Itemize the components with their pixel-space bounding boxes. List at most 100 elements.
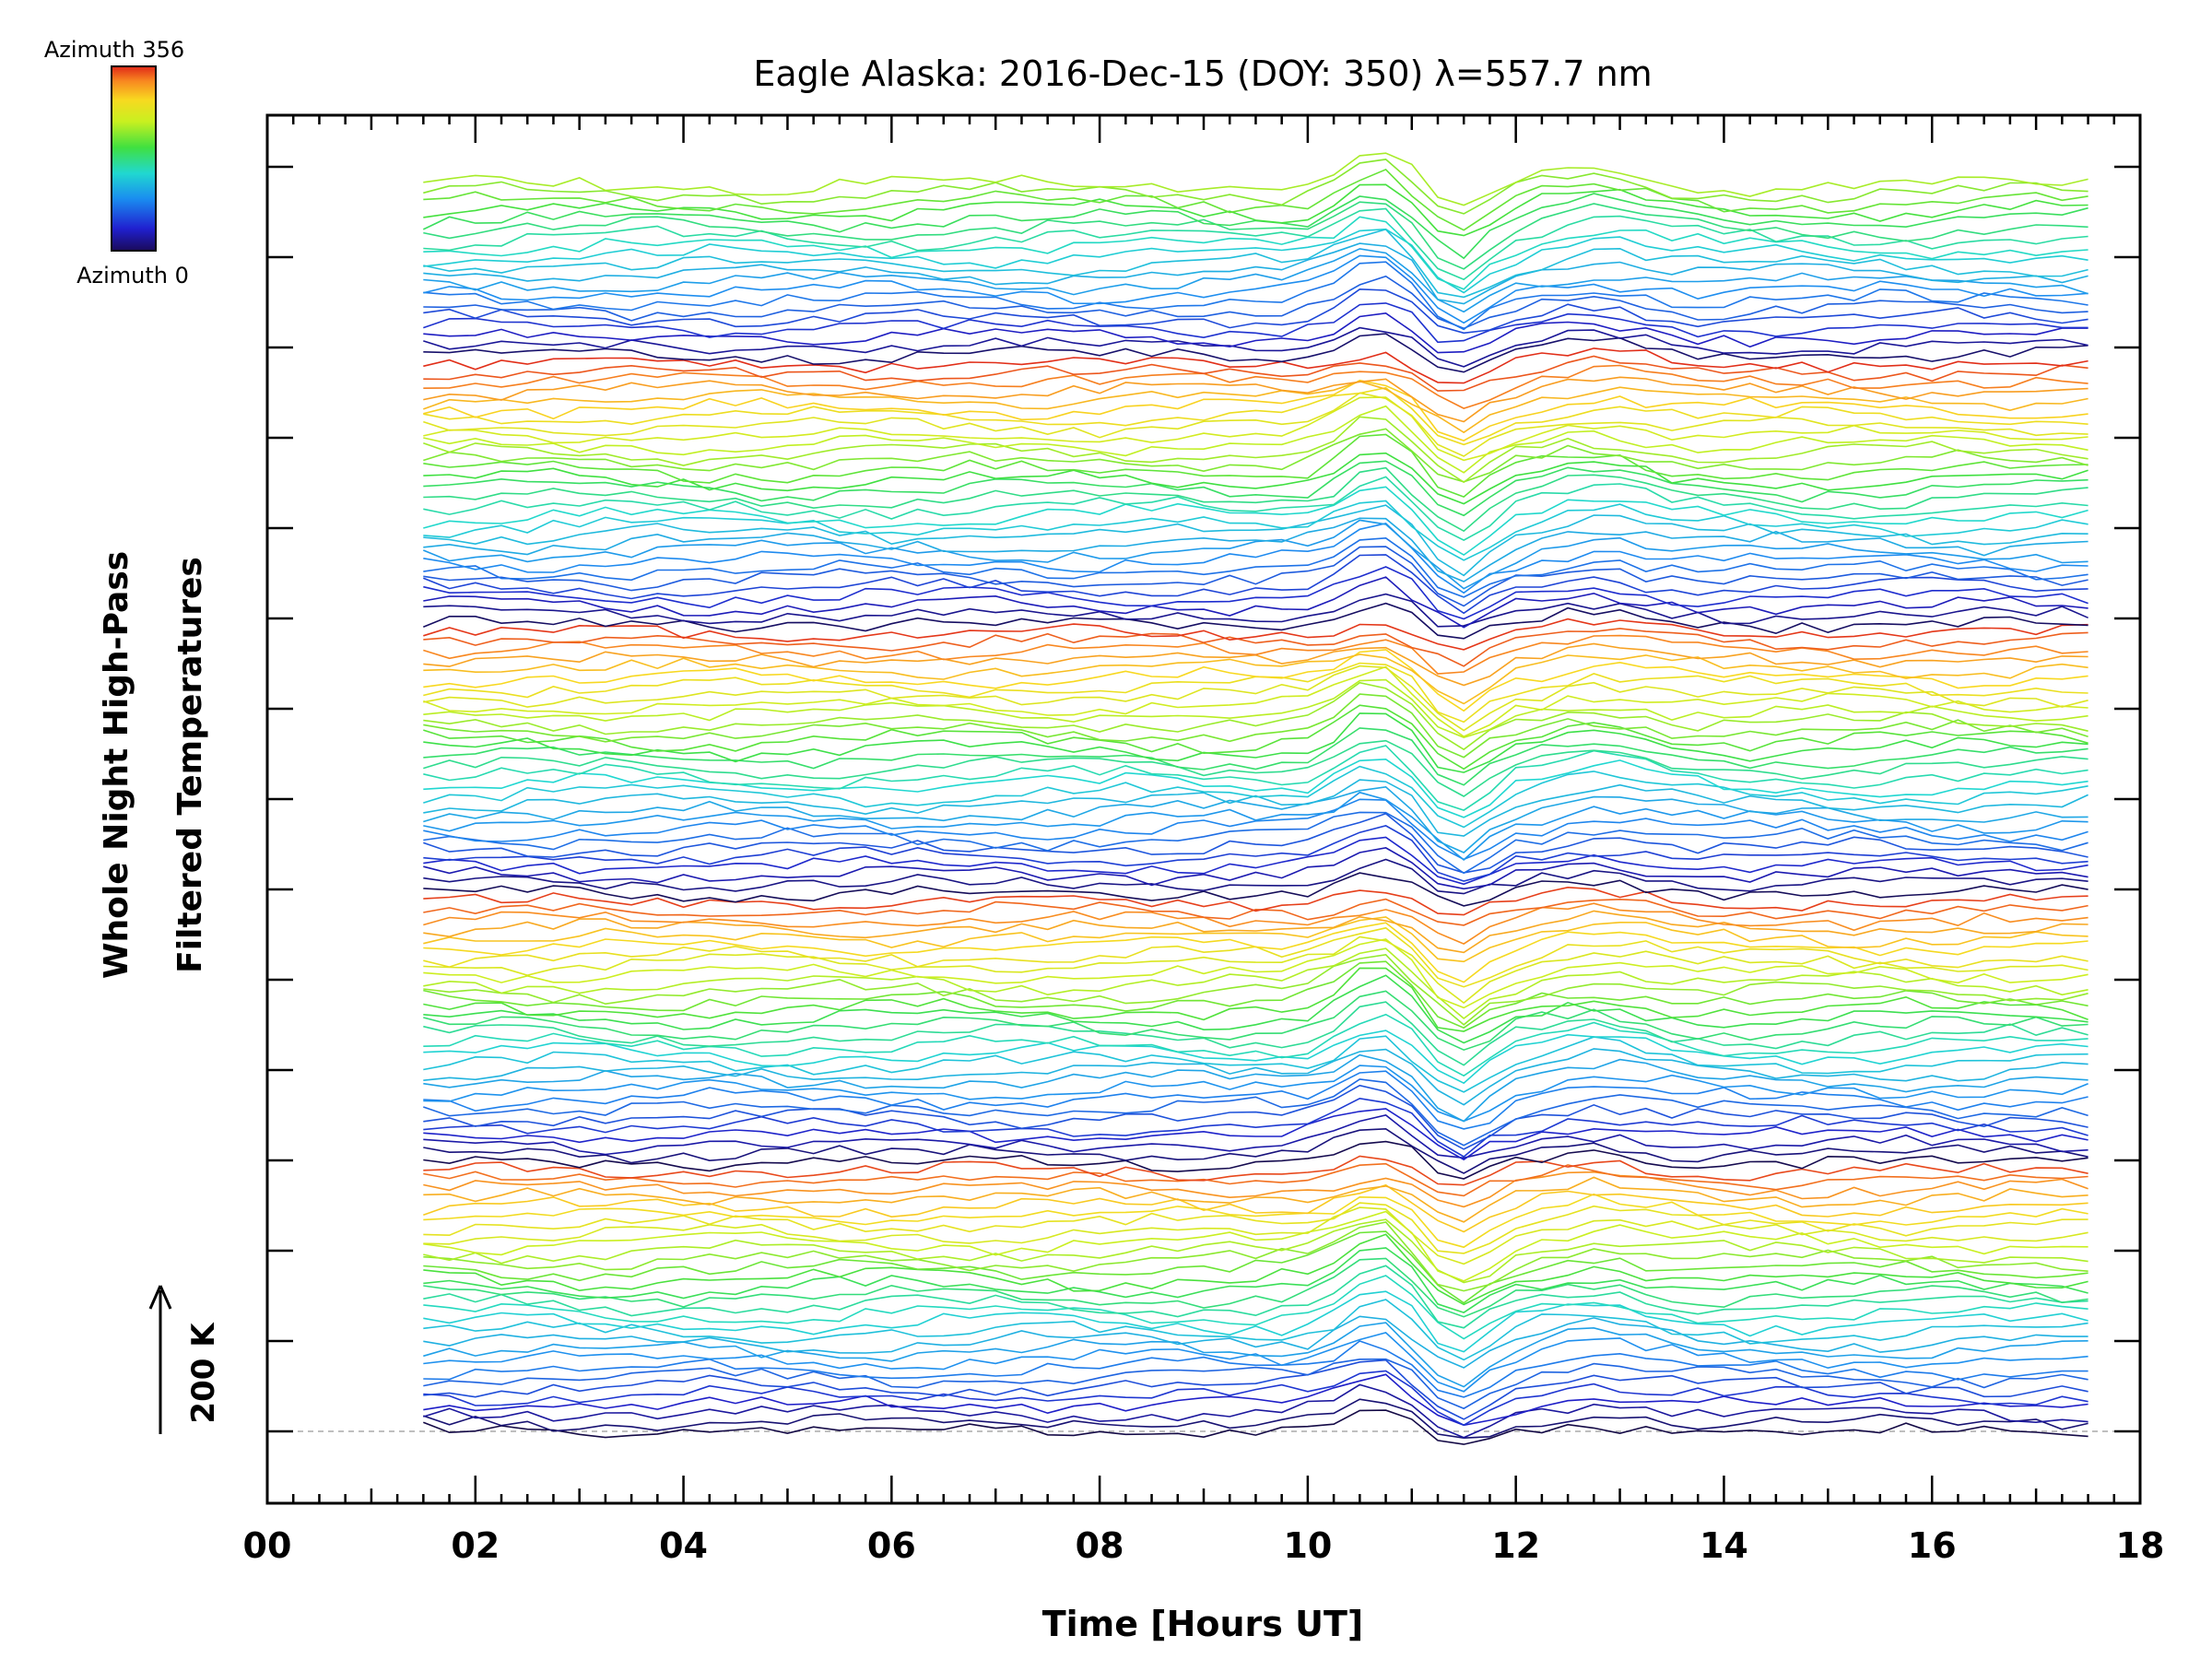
temperature-trace (423, 1247, 2088, 1313)
temperature-trace (423, 811, 2088, 875)
temperature-trace (423, 1358, 2088, 1410)
temperature-trace (423, 275, 2088, 330)
temperature-trace (423, 665, 2088, 738)
temperature-trace (423, 712, 2088, 773)
temperature-trace (423, 812, 2088, 874)
temperature-trace (423, 1398, 2088, 1440)
temperature-trace (423, 935, 2088, 1005)
temperature-trace (423, 1221, 2088, 1292)
temperature-trace (423, 288, 2088, 335)
temperature-trace (423, 947, 2088, 1020)
temperature-trace (423, 1290, 2088, 1353)
temperature-trace (423, 416, 2088, 484)
temperature-trace (423, 347, 2088, 384)
temperature-trace (423, 938, 2088, 1009)
temperature-trace (423, 466, 2088, 533)
temperature-trace (423, 1065, 2088, 1123)
temperature-trace (423, 678, 2088, 738)
scale-bar: 200 K (148, 1285, 222, 1434)
x-tick-label: 18 (2116, 1525, 2165, 1566)
temperature-trace (423, 758, 2088, 818)
x-tick-labels: 00 02 04 06 08 10 12 14 16 18 (243, 1525, 2165, 1566)
y-axis-label: Whole Night High-Pass Filtered Temperatu… (98, 551, 209, 979)
temperature-trace (423, 523, 2088, 594)
temperature-trace (423, 452, 2088, 505)
temperature-trace (423, 825, 2088, 882)
temperature-trace (423, 486, 2088, 557)
y-axis-label-line1: Whole Night High-Pass (98, 551, 135, 979)
temperature-trace (423, 1233, 2088, 1306)
temperature-trace (423, 1370, 2088, 1427)
temperature-trace (423, 1114, 2088, 1159)
temperature-trace (423, 836, 2088, 886)
temperature-trace (423, 576, 2088, 629)
temperature-trace (423, 1053, 2088, 1123)
temperature-trace (423, 922, 2088, 983)
temperature-trace (423, 953, 2088, 1026)
temperature-trace (423, 665, 2088, 732)
temperature-trace (423, 1315, 2088, 1369)
temperature-trace (423, 902, 2088, 946)
temperature-trace (423, 779, 2088, 837)
chart-title: Eagle Alaska: 2016-Dec-15 (DOY: 350) λ=5… (753, 53, 1652, 94)
x-axis-label: Time [Hours UT] (1042, 1604, 1364, 1644)
temperature-trace (422, 519, 2088, 590)
temperature-trace (423, 228, 2088, 294)
temperature-trace (423, 898, 2088, 926)
temperature-trace (423, 926, 2088, 988)
colorbar (111, 65, 157, 252)
temperature-trace (423, 618, 2088, 651)
temperature-trace (423, 1332, 2088, 1393)
temperature-trace (423, 916, 2088, 963)
temperature-trace (423, 183, 2088, 237)
temperature-trace (423, 1176, 2088, 1223)
x-tick-label: 08 (1076, 1525, 1124, 1566)
temperature-trace (423, 517, 2088, 582)
temperature-trace (423, 333, 2088, 373)
temperature-trace (423, 201, 2088, 270)
temperature-trace (423, 433, 2088, 499)
temperature-trace (423, 504, 2088, 577)
axis-ticks (265, 115, 2142, 1503)
temperature-trace (423, 1035, 2088, 1093)
temperature-trace (423, 566, 2088, 620)
temperature-trace (423, 152, 2088, 206)
x-tick-label: 10 (1283, 1525, 1332, 1566)
temperature-trace (423, 1070, 2088, 1130)
temperature-trace (423, 1127, 2088, 1174)
x-tick-label: 16 (1908, 1525, 1957, 1566)
temperature-trace (423, 990, 2088, 1052)
temperature-trace (423, 1322, 2088, 1388)
temperature-trace (423, 326, 2088, 368)
y-axis-label-line2: Filtered Temperatures (171, 557, 209, 973)
temperature-trace (423, 1171, 2088, 1208)
temperature-trace (423, 1202, 2088, 1254)
temperature-trace (423, 1048, 2088, 1106)
temperature-trace (423, 1206, 2088, 1265)
x-tick-label: 02 (451, 1525, 500, 1566)
temperature-trace (423, 302, 2088, 344)
temperature-trace (423, 216, 2088, 290)
temperature-trace (423, 910, 2088, 954)
traces (422, 152, 2088, 1445)
temperature-trace (423, 386, 2088, 446)
temperature-trace (423, 242, 2088, 305)
temperature-trace (423, 1210, 2088, 1282)
temperature-trace (423, 500, 2088, 561)
temperature-trace (423, 693, 2088, 759)
temperature-trace (423, 1013, 2088, 1077)
temperature-trace (423, 1299, 2088, 1361)
temperature-trace (423, 248, 2088, 313)
temperature-trace (423, 1001, 2088, 1066)
temperature-trace (423, 1155, 2088, 1186)
temperature-trace (423, 476, 2088, 542)
temperature-trace (423, 1265, 2088, 1329)
temperature-trace (423, 727, 2088, 786)
temperature-trace (423, 1275, 2088, 1340)
temperature-trace (423, 1140, 2088, 1180)
temperature-trace (423, 785, 2088, 853)
temperature-trace (423, 765, 2088, 829)
temperature-trace (423, 1230, 2088, 1304)
temperature-trace (423, 428, 2088, 483)
scale-arrow-head (148, 1285, 172, 1310)
